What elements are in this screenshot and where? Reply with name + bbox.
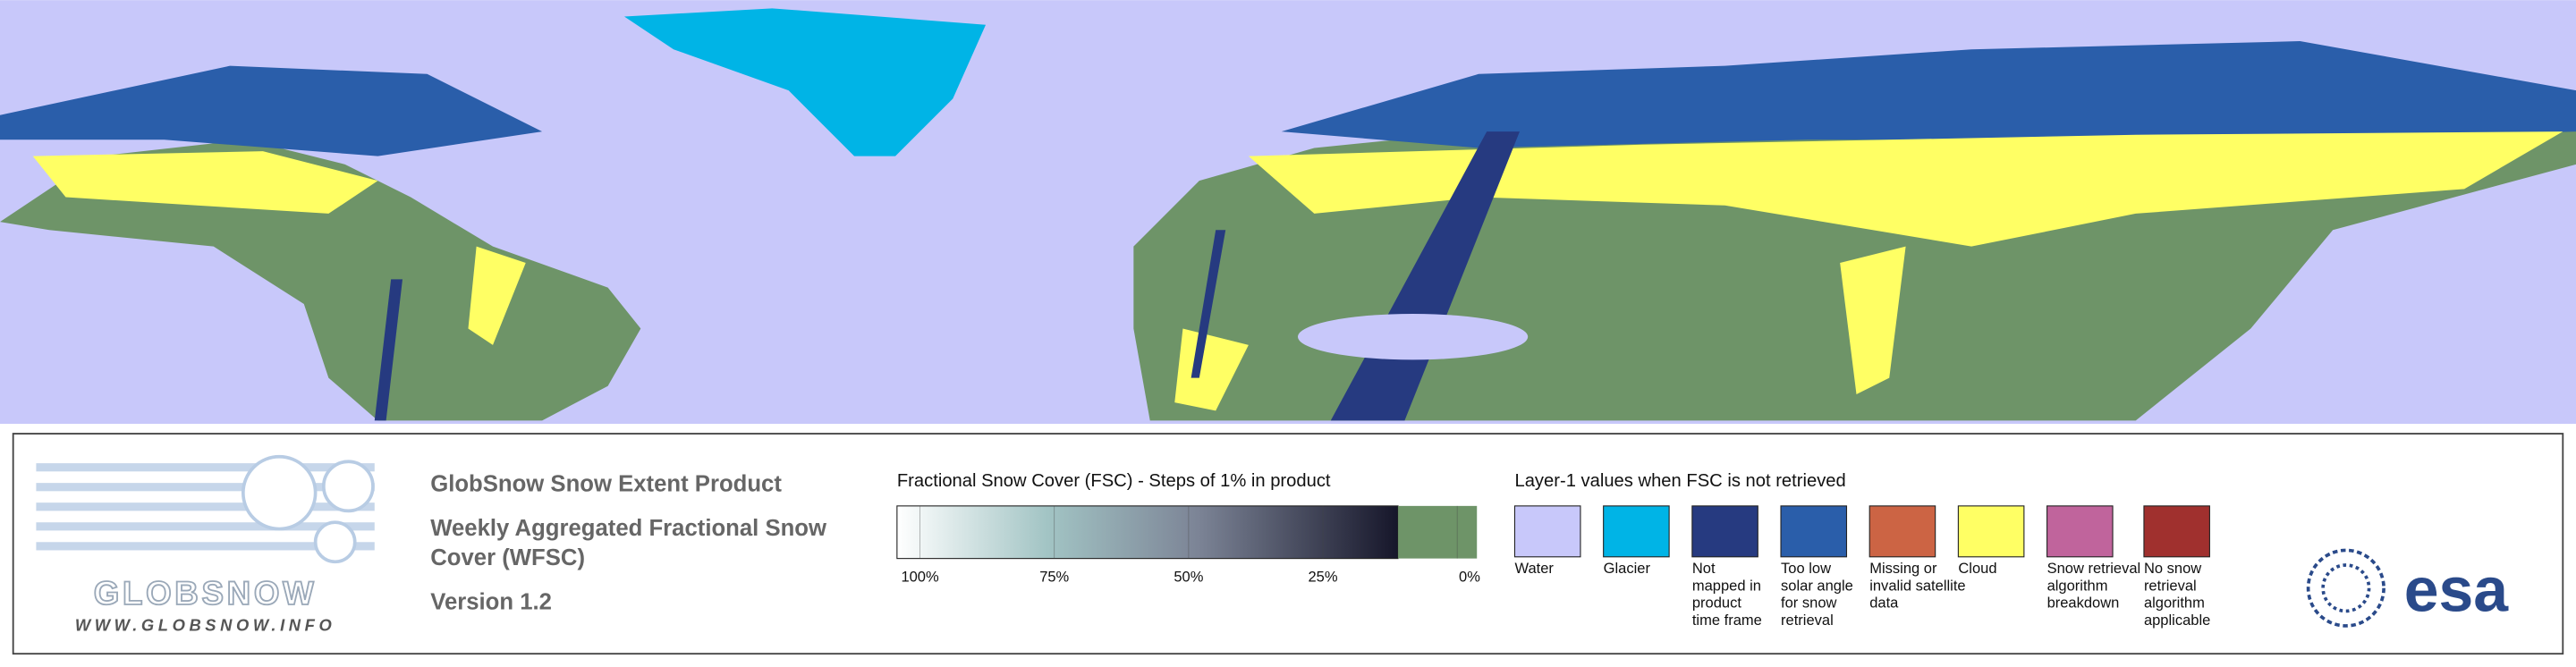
layer1-title: Layer-1 values when FSC is not retrieved [1514,471,1845,491]
legend-label: No snow [2144,560,2201,577]
mediterranean [1298,313,1529,360]
fsc-ticks: 100% 75% 50% 25% 0% [901,505,1480,585]
logo-stripe [36,522,375,531]
legend-label: applicable [2144,612,2210,629]
legend-label: breakdown [2047,595,2120,612]
legend-label: Glacier [1604,560,1651,577]
legend-label: invalid satellite [1869,577,1965,594]
map [0,0,2576,425]
cloud-patch [1248,131,2563,247]
subtitle: Weekly Aggregated Fractional Snow [430,516,827,541]
logo-stripe [36,483,375,492]
fsc-tick-label: 100% [901,568,939,585]
legend-swatch [2143,505,2210,558]
logo-name: GLOBSNOW [94,575,318,612]
esa-logo: esa [2306,548,2510,628]
legend-label: algorithm [2047,577,2108,594]
legend-label: Cloud [1958,560,1996,577]
legend-label: product [1692,595,1741,612]
snowflake [322,460,375,513]
logo-stripe [36,542,375,551]
legend-label: retrieval [1781,612,1834,629]
snowflake [242,454,318,531]
snowflake [313,520,357,564]
legend-swatch [1957,505,2025,558]
esa-name: esa [2404,554,2510,624]
fsc-gradient [896,505,1399,560]
logo-url: WWW.GLOBSNOW.INFO [75,615,336,634]
legend-label: Water [1514,560,1554,577]
legend-swatch [1780,505,1848,558]
legend-label: Too low [1781,560,1831,577]
fsc-tick-label: 0% [1459,568,1480,585]
legend-label: retrieval [2144,577,2197,594]
fsc-title: Fractional Snow Cover (FSC) - Steps of 1… [897,471,1331,491]
legend-swatch [1513,505,1581,558]
title: GlobSnow Snow Extent Product [430,471,782,496]
legend-label: Missing or [1869,560,1937,577]
logo-stripe [36,502,375,511]
greenland [623,8,987,156]
legend-label: Snow retrieval [2047,560,2141,577]
legend-label: time frame [1692,612,1762,629]
logo: GLOBSNOW WWW.GLOBSNOW.INFO [36,454,375,634]
cloud-patch [32,151,378,214]
legend-label: mapped in [1692,577,1761,594]
arctic-america [0,65,543,156]
legend-label: data [1869,595,1899,612]
fsc-tick-label: 75% [1039,568,1069,585]
fsc-tick-label: 50% [1174,568,1203,585]
swath [1191,230,1226,378]
subtitle: Cover (WFSC) [430,545,585,570]
logo-stripe [36,463,375,472]
legend-swatch [1603,505,1670,558]
legend-swatch [1691,505,1758,558]
version: Version 1.2 [430,590,552,615]
legend-label: for snow [1781,595,1836,612]
fsc-tick-label: 25% [1308,568,1337,585]
fsc-zero [1398,505,1478,559]
legend-label: Not [1692,560,1716,577]
cloud-patch [468,246,526,345]
arctic-eurasia [1281,41,2576,148]
cloud-patch [1840,246,1906,394]
legend-swatch [1868,505,1936,558]
swath [374,279,402,421]
legend-swatch [2046,505,2114,558]
cloud-patch [1174,328,1249,411]
north-america [0,139,641,421]
legend-label: solar angle [1781,577,1853,594]
legend-label: algorithm [2144,595,2205,612]
